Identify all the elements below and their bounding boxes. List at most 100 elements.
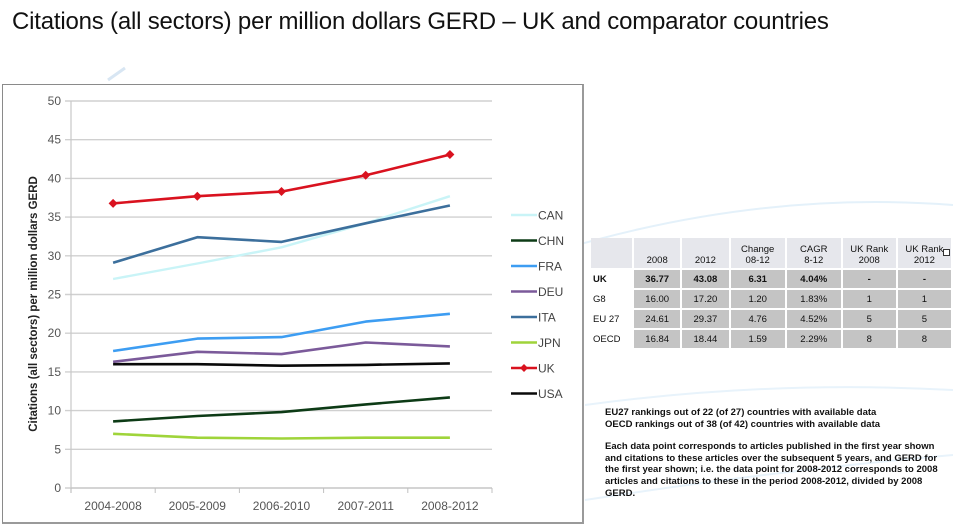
data-point-marker bbox=[108, 198, 118, 208]
y-tick-label: 20 bbox=[48, 326, 62, 340]
table-cell: 17.20 bbox=[682, 290, 729, 308]
table-row: OECD 16.84 18.44 1.59 2.29% 8 8 bbox=[591, 330, 951, 348]
y-tick-label: 40 bbox=[48, 171, 62, 185]
series-line-jpn bbox=[113, 432, 450, 440]
explanation-note: Each data point corresponds to articles … bbox=[605, 441, 938, 499]
series-usa bbox=[113, 362, 450, 368]
table-cell: 4.52% bbox=[786, 310, 841, 328]
header-text: 8-12 bbox=[804, 255, 824, 266]
table-cell: 1.20 bbox=[730, 290, 785, 308]
legend-item-deu: DEU bbox=[511, 285, 563, 299]
table-header-cagr: CAGR 8-12 bbox=[786, 238, 841, 268]
table-cell: 4.04% bbox=[786, 270, 841, 288]
series-chn bbox=[113, 396, 451, 423]
series-fra bbox=[112, 312, 451, 353]
small-square-marker bbox=[943, 249, 950, 256]
legend-item-jpn: JPN bbox=[511, 336, 561, 350]
row-label: UK bbox=[591, 270, 633, 288]
y-axis-title: Citations (all sectors) per million doll… bbox=[28, 176, 40, 432]
table-cell: 4.76 bbox=[730, 310, 785, 328]
table-cell: 5 bbox=[897, 310, 951, 328]
data-point-marker bbox=[192, 191, 202, 201]
legend-item-chn: CHN bbox=[511, 234, 564, 248]
legend-label: JPN bbox=[538, 336, 561, 350]
table-header-row: 2008 2012 Change 08-12 CAGR 8-12 UK Rank 20… bbox=[591, 238, 951, 268]
legend-label: FRA bbox=[538, 260, 562, 274]
row-label: G8 bbox=[591, 290, 633, 308]
series-lines bbox=[108, 150, 455, 440]
y-tick-label: 35 bbox=[48, 210, 62, 224]
header-text: 2008 bbox=[858, 255, 880, 266]
series-line-usa bbox=[113, 362, 450, 368]
table-cell: 1.83% bbox=[786, 290, 841, 308]
legend-label: UK bbox=[538, 362, 555, 376]
table-cell: 43.08 bbox=[682, 270, 729, 288]
table-cell: 24.61 bbox=[634, 310, 681, 328]
oecd-ranking-note: OECD rankings out of 38 (of 42) countrie… bbox=[605, 418, 881, 430]
table-cell: - bbox=[897, 270, 951, 288]
data-point-marker bbox=[361, 170, 371, 180]
legend-label: CHN bbox=[538, 234, 564, 248]
legend-label: CAN bbox=[538, 209, 563, 223]
y-tick-label: 15 bbox=[48, 365, 62, 379]
legend-item-usa: USA bbox=[511, 387, 563, 401]
series-line-deu bbox=[112, 341, 450, 364]
summary-table: 2008 2012 Change 08-12 CAGR 8-12 UK Rank 20… bbox=[589, 236, 953, 350]
y-tick-label: 0 bbox=[54, 481, 61, 495]
y-tick-label: 5 bbox=[54, 442, 61, 456]
x-tick-label: 2004-2008 bbox=[84, 499, 142, 513]
table-header-corner bbox=[591, 238, 633, 268]
table-cell: - bbox=[842, 270, 896, 288]
header-text: Change bbox=[741, 244, 775, 255]
x-tick-label: 2005-2009 bbox=[169, 499, 227, 513]
y-tick-label: 50 bbox=[48, 94, 62, 108]
notes: EU27 rankings out of 22 (of 27) countrie… bbox=[605, 407, 945, 510]
table-header-change: Change 08-12 bbox=[730, 238, 785, 268]
table-cell: 8 bbox=[897, 330, 951, 348]
table-cell: 36.77 bbox=[634, 270, 681, 288]
eu27-ranking-note: EU27 rankings out of 22 (of 27) countrie… bbox=[605, 407, 877, 418]
y-axis-ticks: 0 5 10 15 20 25 30 35 40 45 50 bbox=[48, 94, 62, 495]
row-label: OECD bbox=[591, 330, 633, 348]
series-line-ita bbox=[112, 204, 451, 265]
table-cell: 2.29% bbox=[786, 330, 841, 348]
series-uk bbox=[108, 150, 455, 208]
legend: CAN CHN FRA DEU ITA JPN UK USA bbox=[511, 209, 564, 401]
table-cell: 6.31 bbox=[730, 270, 785, 288]
table-header-rank-2008: UK Rank 2008 bbox=[842, 238, 896, 268]
header-text: UK Rank bbox=[905, 244, 944, 255]
legend-label: ITA bbox=[538, 311, 556, 325]
table-cell: 29.37 bbox=[682, 310, 729, 328]
series-line-can bbox=[112, 195, 451, 281]
table-cell: 16.84 bbox=[634, 330, 681, 348]
table-row: EU 27 24.61 29.37 4.76 4.52% 5 5 bbox=[591, 310, 951, 328]
table-header-2008: 2008 bbox=[634, 238, 681, 268]
table-cell: 18.44 bbox=[682, 330, 729, 348]
y-tick-label: 45 bbox=[48, 133, 62, 147]
table-cell: 1.59 bbox=[730, 330, 785, 348]
legend-label: USA bbox=[538, 387, 563, 401]
rankings-note: EU27 rankings out of 22 (of 27) countrie… bbox=[605, 407, 945, 430]
y-tick-label: 10 bbox=[48, 404, 62, 418]
table-row: UK 36.77 43.08 6.31 4.04% - - bbox=[591, 270, 951, 288]
legend-item-uk: UK bbox=[511, 362, 555, 376]
table-row: G8 16.00 17.20 1.20 1.83% 1 1 bbox=[591, 290, 951, 308]
series-jpn bbox=[113, 432, 450, 440]
page-title: Citations (all sectors) per million doll… bbox=[12, 8, 829, 35]
series-line-chn bbox=[113, 396, 451, 423]
table-cell: 5 bbox=[842, 310, 896, 328]
header-text: CAGR bbox=[800, 244, 828, 255]
legend-label: DEU bbox=[538, 285, 563, 299]
data-point-marker bbox=[277, 187, 286, 197]
header-text: UK Rank bbox=[850, 244, 889, 255]
legend-item-ita: ITA bbox=[511, 311, 556, 325]
x-tick-label: 2008-2012 bbox=[421, 499, 479, 513]
series-line-fra bbox=[112, 312, 451, 353]
series-ita bbox=[112, 204, 451, 265]
legend-item-can: CAN bbox=[511, 209, 563, 223]
series-can bbox=[112, 195, 451, 281]
data-point-marker bbox=[445, 150, 455, 160]
y-tick-label: 30 bbox=[48, 249, 62, 263]
header-text: 2008 bbox=[646, 255, 668, 266]
table-cell: 1 bbox=[897, 290, 951, 308]
